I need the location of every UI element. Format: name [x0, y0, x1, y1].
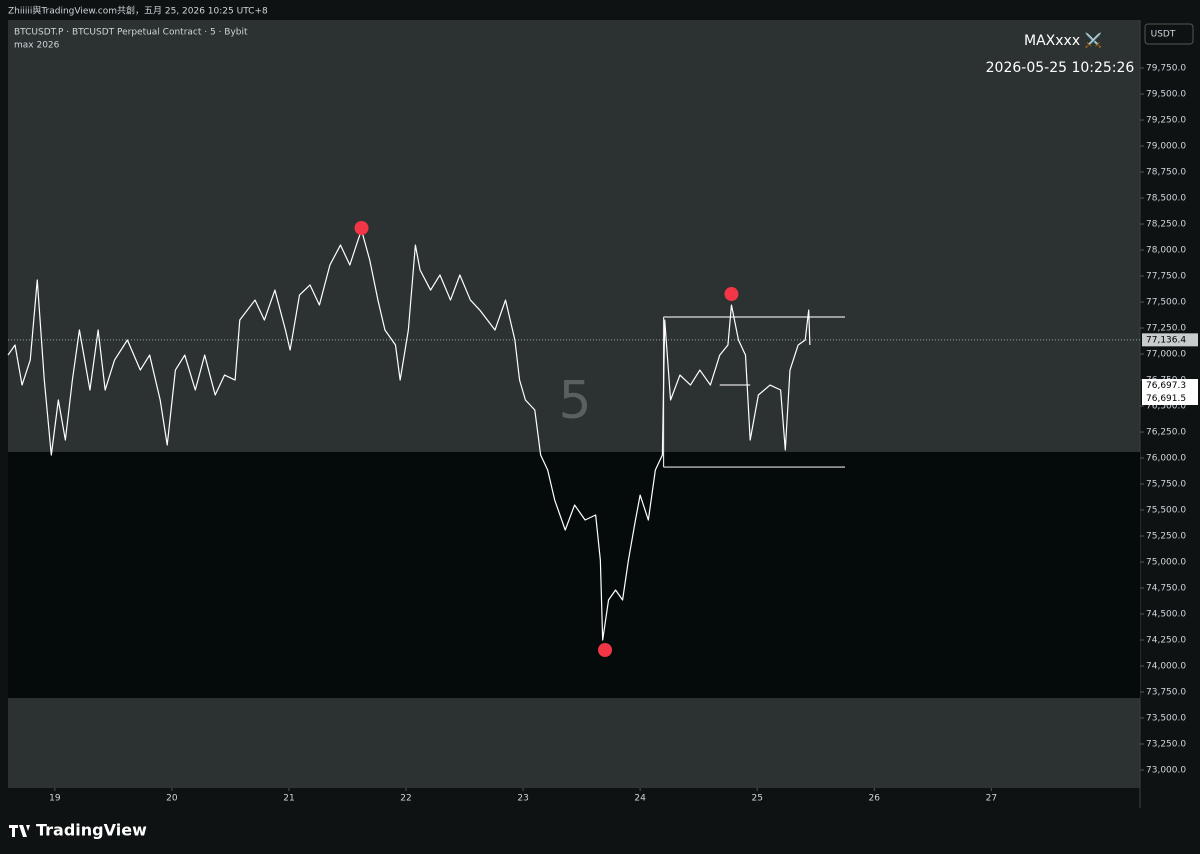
x-tick-label: 27 [986, 794, 997, 804]
marker [724, 287, 739, 302]
y-tick-label: 74,750.0 [1146, 584, 1186, 594]
y-tick-label: 79,250.0 [1146, 116, 1186, 126]
currency[interactable]: USDT [1151, 30, 1176, 40]
y-tick-label: 75,750.0 [1146, 480, 1186, 490]
timestamp: 2026-05-25 10:25:26 [986, 60, 1135, 76]
y-tick-label: 76,250.0 [1146, 428, 1186, 438]
chart-subtitle: max 2026 [14, 41, 60, 51]
y-tick-label: 75,500.0 [1146, 506, 1186, 516]
footer-logo: TradingView [36, 821, 147, 840]
chart-title: BTCUSDT.P · BTCUSDT Perpetual Contract ·… [14, 28, 248, 38]
x-tick-label: 20 [166, 794, 178, 804]
price-line [7, 229, 811, 641]
x-tick-label: 22 [400, 794, 411, 804]
y-tick-label: 73,000.0 [1146, 766, 1186, 776]
y-tick-label: 74,000.0 [1146, 662, 1186, 672]
y-tick-label: 75,000.0 [1146, 558, 1186, 568]
y-tick-label: 73,500.0 [1146, 714, 1186, 724]
y-tick-label: 73,250.0 [1146, 740, 1186, 750]
y-tick-label: 79,000.0 [1146, 142, 1186, 152]
x-axis-strip [8, 788, 1140, 808]
x-tick-label: 26 [869, 794, 881, 804]
price-label: 76,697.3 [1146, 381, 1186, 391]
price-label: 76,691.5 [1146, 394, 1186, 404]
x-tick-label: 19 [49, 794, 61, 804]
y-tick-label: 77,500.0 [1146, 298, 1186, 308]
marker [354, 220, 369, 235]
watermark: 5 [558, 371, 591, 431]
y-tick-label: 77,250.0 [1146, 324, 1186, 334]
y-tick-label: 76,500.0 [1146, 402, 1186, 412]
x-tick-label: 23 [517, 794, 528, 804]
y-tick-label: 78,500.0 [1146, 194, 1186, 204]
zone [8, 451, 1140, 699]
x-tick-label: 24 [634, 794, 646, 804]
y-tick-label: 74,500.0 [1146, 610, 1186, 620]
y-tick-label: 78,250.0 [1146, 220, 1186, 230]
price-label-box [1142, 333, 1198, 347]
marker [598, 642, 613, 657]
y-tick-label: 73,750.0 [1146, 688, 1186, 698]
price-label-box [1142, 392, 1198, 406]
y-tick-label: 78,750.0 [1146, 168, 1186, 178]
x-tick-label: 21 [283, 794, 294, 804]
y-tick-label: 74,250.0 [1146, 636, 1186, 646]
x-tick-label: 25 [751, 794, 762, 804]
currency-box[interactable] [1144, 23, 1194, 45]
logo-icon [9, 825, 30, 837]
y-tick-label: 78,000.0 [1146, 246, 1186, 256]
y-tick-label: 77,000.0 [1146, 350, 1186, 360]
y-tick-label: 75,250.0 [1146, 532, 1186, 542]
price-label-box [1142, 379, 1198, 393]
y-tick-label: 79,750.0 [1146, 64, 1186, 74]
y-tick-label: 79,500.0 [1146, 90, 1186, 100]
y-tick-label: 76,000.0 [1146, 454, 1186, 464]
header: Zhiiiii與TradingView.com共創，五月 25, 2026 10… [8, 5, 268, 17]
author: MAXxxx ⚔️ [1024, 32, 1102, 49]
price-label: 77,136.4 [1146, 335, 1186, 345]
y-tick-label: 77,750.0 [1146, 272, 1186, 282]
